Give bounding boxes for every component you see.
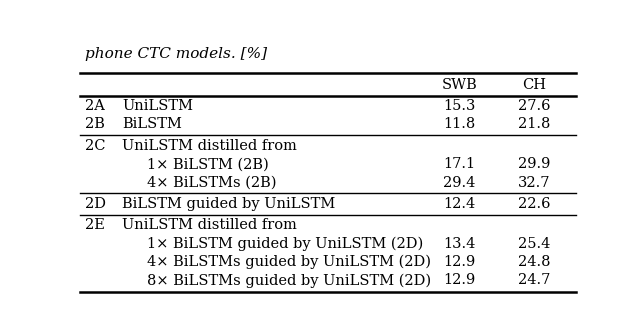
Text: 8× BiLSTMs guided by UniLSTM (2D): 8× BiLSTMs guided by UniLSTM (2D)	[147, 273, 431, 288]
Text: 24.7: 24.7	[518, 273, 550, 287]
Text: CH: CH	[522, 77, 546, 92]
Text: UniLSTM distilled from: UniLSTM distilled from	[122, 218, 297, 232]
Text: 25.4: 25.4	[518, 237, 550, 251]
Text: UniLSTM distilled from: UniLSTM distilled from	[122, 139, 297, 153]
Text: 27.6: 27.6	[518, 99, 550, 113]
Text: 11.8: 11.8	[444, 117, 476, 131]
Text: 12.9: 12.9	[444, 255, 476, 269]
Text: phone CTC models. [%]: phone CTC models. [%]	[85, 47, 267, 61]
Text: 2C: 2C	[85, 139, 106, 153]
Text: 29.4: 29.4	[444, 176, 476, 190]
Text: 2E: 2E	[85, 218, 105, 232]
Text: SWB: SWB	[442, 77, 477, 92]
Text: 13.4: 13.4	[444, 237, 476, 251]
Text: 2B: 2B	[85, 117, 105, 131]
Text: 12.4: 12.4	[444, 197, 476, 211]
Text: 1× BiLSTM (2B): 1× BiLSTM (2B)	[147, 157, 269, 171]
Text: 4× BiLSTMs (2B): 4× BiLSTMs (2B)	[147, 176, 276, 190]
Text: 21.8: 21.8	[518, 117, 550, 131]
Text: 29.9: 29.9	[518, 157, 550, 171]
Text: 2D: 2D	[85, 197, 106, 211]
Text: 1× BiLSTM guided by UniLSTM (2D): 1× BiLSTM guided by UniLSTM (2D)	[147, 236, 423, 251]
Text: 17.1: 17.1	[444, 157, 476, 171]
Text: BiLSTM: BiLSTM	[122, 117, 182, 131]
Text: 15.3: 15.3	[444, 99, 476, 113]
Text: 2A: 2A	[85, 99, 105, 113]
Text: 24.8: 24.8	[518, 255, 550, 269]
Text: 12.9: 12.9	[444, 273, 476, 287]
Text: BiLSTM guided by UniLSTM: BiLSTM guided by UniLSTM	[122, 197, 335, 211]
Text: UniLSTM: UniLSTM	[122, 99, 193, 113]
Text: 32.7: 32.7	[518, 176, 550, 190]
Text: 22.6: 22.6	[518, 197, 550, 211]
Text: 4× BiLSTMs guided by UniLSTM (2D): 4× BiLSTMs guided by UniLSTM (2D)	[147, 255, 431, 269]
